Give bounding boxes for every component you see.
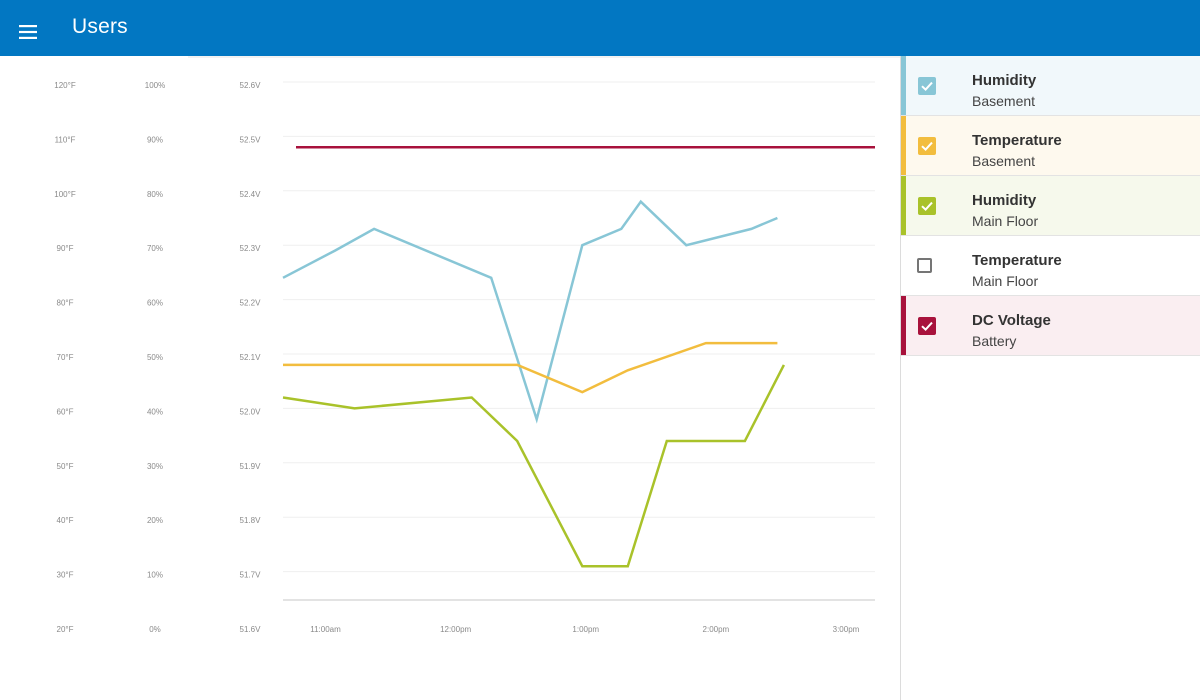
y-tick-label-voltage: 51.9V (240, 462, 262, 471)
y-tick-label-voltage: 51.6V (240, 625, 262, 634)
x-tick-label: 2:00pm (703, 625, 730, 634)
legend-series-name: DC Voltage (972, 312, 1051, 329)
checkbox-checked[interactable] (918, 197, 936, 215)
checkbox-checked[interactable] (918, 317, 936, 335)
y-tick-label-humidity: 50% (147, 353, 163, 362)
y-tick-label-voltage: 52.2V (240, 299, 262, 308)
check-icon (921, 321, 933, 332)
legend-item-dc-voltage-battery[interactable]: DC Voltage Battery (901, 296, 1200, 356)
legend-color-stripe (901, 56, 906, 115)
y-tick-label-temperature: 20°F (57, 625, 74, 634)
y-tick-label-voltage: 51.8V (240, 516, 262, 525)
y-tick-label-humidity: 100% (145, 81, 165, 90)
legend-item-temperature-main-floor[interactable]: Temperature Main Floor (901, 236, 1200, 296)
series-line-humidity-main-floor (282, 364, 786, 568)
y-tick-label-temperature: 110°F (55, 135, 76, 144)
chart-area: 120°F 110°F 100°F 90°F 80°F 70°F 60°F 50°F 40°F 3… (0, 56, 900, 700)
y-tick-label-humidity: 0% (149, 625, 161, 634)
y-tick-label-voltage: 51.7V (240, 571, 262, 580)
legend-series-location: Basement (972, 153, 1036, 169)
legend-series-location: Main Floor (972, 273, 1039, 289)
y-tick-label-temperature: 60°F (57, 407, 74, 416)
y-tick-label-temperature: 70°F (57, 353, 74, 362)
y-tick-label-voltage: 52.1V (240, 353, 262, 362)
legend-item-humidity-main-floor[interactable]: Humidity Main Floor (901, 176, 1200, 236)
series-legend-list: Humidity Basement Temperature Basement Humid… (901, 56, 1200, 356)
y-tick-label-humidity: 90% (147, 135, 163, 144)
legend-item-humidity-basement[interactable]: Humidity Basement (901, 56, 1200, 116)
y-tick-label-temperature: 40°F (57, 516, 74, 525)
y-tick-label-temperature: 80°F (57, 299, 74, 308)
y-tick-label-humidity: 60% (147, 299, 163, 308)
series-line-temperature-basement (283, 341, 778, 394)
x-tick-label: 1:00pm (572, 625, 599, 634)
y-tick-label-humidity: 40% (147, 407, 163, 416)
y-tick-label-voltage: 52.4V (240, 190, 262, 199)
y-tick-label-voltage: 52.5V (240, 135, 262, 144)
check-icon (921, 81, 933, 92)
legend-series-name: Humidity (972, 192, 1037, 209)
menu-icon (19, 25, 37, 39)
legend-series-location: Basement (972, 93, 1036, 109)
y-tick-label-voltage: 52.0V (240, 407, 262, 416)
y-tick-label-humidity: 80% (147, 190, 163, 199)
legend-series-location: Main Floor (972, 213, 1039, 229)
x-tick-label: 3:00pm (833, 625, 860, 634)
legend-color-stripe (901, 296, 906, 355)
legend-series-name: Temperature (972, 132, 1062, 149)
series-legend-panel: Humidity Basement Temperature Basement Humid… (900, 56, 1200, 700)
app-bar: Users (0, 0, 1200, 56)
checkbox-unchecked[interactable] (917, 258, 932, 273)
y-tick-label-temperature: 120°F (54, 81, 76, 90)
y-tick-label-humidity: 70% (147, 244, 163, 253)
y-tick-label-humidity: 30% (147, 462, 163, 471)
legend-series-location: Battery (972, 333, 1017, 349)
menu-button[interactable] (10, 10, 46, 46)
check-icon (921, 141, 933, 152)
series-line-humidity-basement (282, 199, 778, 424)
page-title: Users (72, 15, 128, 38)
y-tick-label-humidity: 20% (147, 516, 163, 525)
legend-series-name: Temperature (972, 252, 1062, 269)
y-tick-label-voltage: 52.6V (240, 81, 262, 90)
legend-color-stripe (901, 116, 906, 175)
checkbox-checked[interactable] (918, 77, 936, 95)
y-tick-label-temperature: 50°F (57, 462, 74, 471)
checkbox-checked[interactable] (918, 137, 936, 155)
legend-item-temperature-basement[interactable]: Temperature Basement (901, 116, 1200, 176)
y-tick-label-temperature: 30°F (57, 571, 74, 580)
legend-color-stripe (901, 236, 906, 295)
y-tick-label-humidity: 10% (147, 571, 163, 580)
y-tick-label-voltage: 52.3V (240, 244, 262, 253)
x-tick-label: 11:00am (310, 625, 341, 634)
x-tick-label: 12:00pm (440, 625, 471, 634)
legend-color-stripe (901, 176, 906, 235)
sensor-line-chart: 120°F 110°F 100°F 90°F 80°F 70°F 60°F 50°F 40°F 3… (54, 56, 900, 634)
legend-series-name: Humidity (972, 72, 1037, 89)
check-icon (921, 201, 933, 212)
y-tick-label-temperature: 100°F (54, 190, 76, 199)
y-tick-label-temperature: 90°F (57, 244, 74, 253)
